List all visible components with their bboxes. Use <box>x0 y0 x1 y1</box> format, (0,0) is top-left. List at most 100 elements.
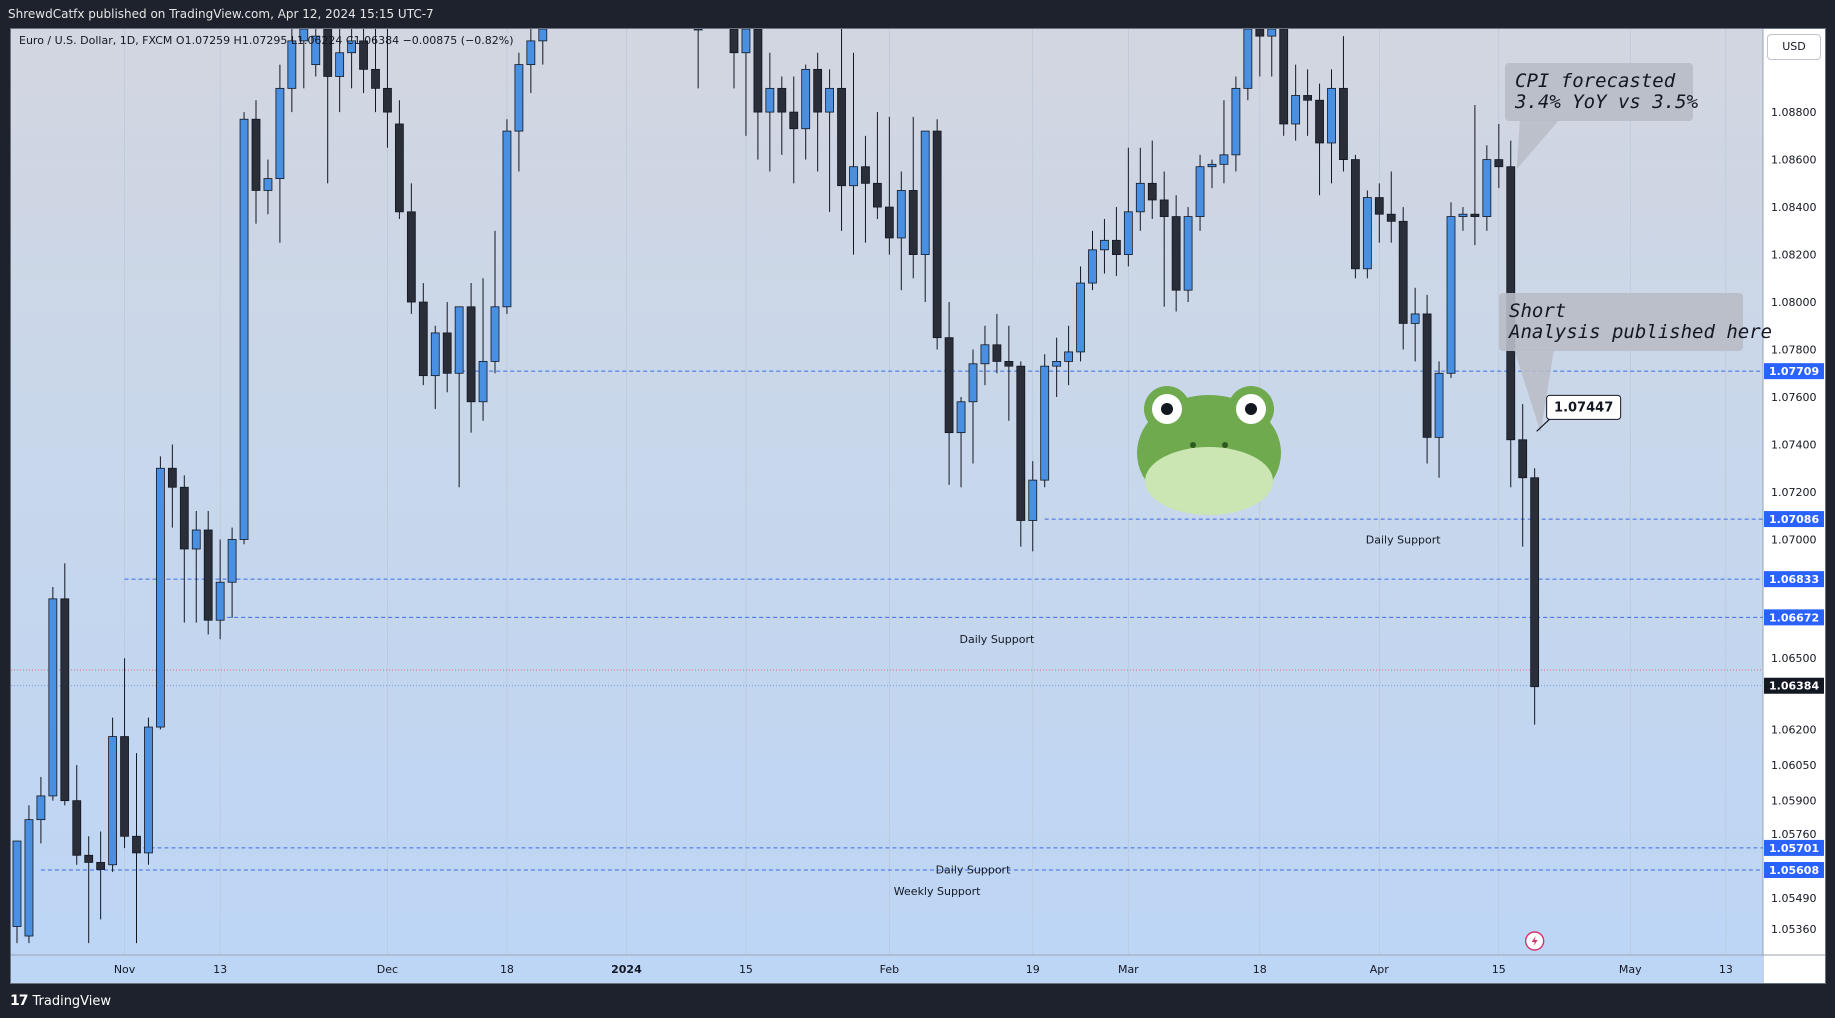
candle-body <box>239 118 249 540</box>
level-price-tag <box>1764 571 1824 588</box>
candle-body <box>1315 99 1324 144</box>
candle-body <box>1410 313 1420 324</box>
candle-body <box>1291 95 1301 125</box>
candle-body <box>884 206 894 239</box>
y-tick-label: 1.07200 <box>1771 486 1817 499</box>
y-tick-label: 1.08400 <box>1771 201 1817 214</box>
level-price-tag <box>1764 861 1824 878</box>
y-tick-label: 1.07400 <box>1771 439 1817 452</box>
candle-body <box>132 835 141 854</box>
candle-body <box>1267 29 1277 37</box>
x-tick-label: Apr <box>1370 963 1390 976</box>
candle-body <box>48 598 58 797</box>
candle-body <box>1351 159 1360 270</box>
candle-body <box>24 819 34 937</box>
y-tick-label: 1.07600 <box>1771 391 1817 404</box>
level-price-label: 1.05701 <box>1769 842 1819 855</box>
level-price-tag <box>1764 511 1824 528</box>
candle-body <box>454 306 464 374</box>
candle-body <box>1458 213 1468 217</box>
footer-bar: 17 TradingView <box>0 984 1835 1018</box>
candle-body <box>12 840 22 927</box>
candle-body <box>227 539 237 583</box>
candle-body <box>789 111 799 130</box>
y-tick-label: 1.05760 <box>1771 828 1817 841</box>
candle-body <box>1123 211 1133 255</box>
x-tick-label: Nov <box>114 963 136 976</box>
candle-body <box>275 87 285 179</box>
candle-body <box>120 736 129 837</box>
short-annotation-box <box>1499 293 1743 351</box>
candle-body <box>1518 439 1528 479</box>
candle-body <box>1470 213 1480 217</box>
candle-body <box>1207 163 1217 168</box>
candle-body <box>335 52 345 77</box>
candle-body <box>908 190 918 255</box>
candle-body <box>968 363 978 403</box>
x-tick-label: 13 <box>213 963 227 976</box>
x-tick-label: 15 <box>1492 963 1506 976</box>
candle-body <box>167 467 177 488</box>
x-tick-label: May <box>1619 963 1642 976</box>
frog-pupil-right <box>1245 403 1257 415</box>
candle-body <box>741 29 751 54</box>
level-price-label: 1.06833 <box>1769 573 1819 586</box>
candle-body <box>263 178 273 191</box>
candle-body <box>144 726 153 854</box>
candle-body <box>1016 365 1026 521</box>
y-tick-label: 1.06200 <box>1771 723 1817 736</box>
currency-button[interactable]: USD <box>1767 34 1821 60</box>
candle-body <box>1398 220 1408 324</box>
y-tick-label: 1.08600 <box>1771 154 1817 167</box>
chart-pane[interactable]: 1.05360 1.05490 1.05760 1.05900 1.06050 1.062… <box>10 28 1826 984</box>
candle-body <box>1112 239 1121 255</box>
candle-body <box>502 130 512 308</box>
candle-body <box>1362 197 1372 270</box>
publish-line: ShrewdCatfx published on TradingView.com… <box>8 7 434 21</box>
candle-body <box>1076 282 1085 353</box>
candle-body <box>251 118 261 191</box>
level-price-tag <box>1764 363 1824 380</box>
x-tick-label: 18 <box>1253 963 1267 976</box>
candle-body <box>729 29 739 54</box>
candle-body <box>1339 87 1348 160</box>
candle-body <box>1231 87 1241 156</box>
frog-nostril-left <box>1190 442 1196 448</box>
x-tick-label: Dec <box>377 963 398 976</box>
candle-body <box>108 736 117 866</box>
y-tick-label: 1.08200 <box>1771 249 1817 262</box>
candle-body <box>1327 87 1336 144</box>
candle-body <box>442 332 452 374</box>
brand-name: TradingView <box>32 993 112 1009</box>
candle-body <box>1255 29 1265 37</box>
price-callout-label: 1.07447 <box>1554 400 1613 415</box>
candle-body <box>1135 182 1145 213</box>
y-tick-label: 1.05900 <box>1771 795 1817 808</box>
candle-body <box>861 166 870 184</box>
y-tick-label: 1.06050 <box>1771 759 1817 772</box>
price-scale <box>1763 29 1825 983</box>
candle-body <box>1004 361 1014 367</box>
candle-body <box>203 529 213 621</box>
candle-body <box>932 130 942 339</box>
candle-body <box>538 29 548 42</box>
candle-body <box>60 598 70 802</box>
support-label: Daily Support <box>936 864 1012 877</box>
tradingview-logo[interactable]: 17 TradingView <box>10 993 111 1009</box>
level-price-label: 1.05608 <box>1769 864 1819 877</box>
frog-nostril-right <box>1222 442 1228 448</box>
candle-body <box>418 301 428 377</box>
candle-body <box>920 130 930 255</box>
x-tick-label: Feb <box>880 963 899 976</box>
candle-body <box>371 68 380 89</box>
candlestick-chart[interactable]: 1.05360 1.05490 1.05760 1.05900 1.06050 1.062… <box>11 29 1825 983</box>
y-tick-label: 1.08800 <box>1771 106 1817 119</box>
x-tick-label: 13 <box>1719 963 1733 976</box>
y-tick-label: 1.06500 <box>1771 652 1817 665</box>
candle-body <box>430 332 440 377</box>
candle-body <box>406 211 416 303</box>
level-price-label: 1.07086 <box>1769 513 1819 526</box>
candle-body <box>765 87 775 113</box>
candle-body <box>359 40 368 70</box>
candle-body <box>347 40 357 54</box>
